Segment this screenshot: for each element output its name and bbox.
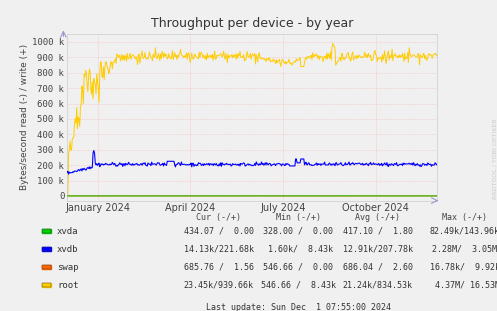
- Text: RRDTOOL / TOBI OETIKER: RRDTOOL / TOBI OETIKER: [492, 118, 497, 199]
- Text: Max (-/+): Max (-/+): [442, 213, 487, 222]
- Text: 685.76 /  1.56: 685.76 / 1.56: [184, 263, 253, 272]
- Y-axis label: Bytes/second read (-) / write (+): Bytes/second read (-) / write (+): [20, 44, 29, 190]
- Text: swap: swap: [57, 263, 79, 272]
- Text: 4.37M/ 16.53M: 4.37M/ 16.53M: [430, 281, 497, 290]
- Text: 82.49k/143.96k: 82.49k/143.96k: [430, 227, 497, 235]
- Text: 14.13k/221.68k: 14.13k/221.68k: [184, 245, 253, 253]
- Text: 546.66 /  8.43k: 546.66 / 8.43k: [261, 281, 335, 290]
- Text: Last update: Sun Dec  1 07:55:00 2024: Last update: Sun Dec 1 07:55:00 2024: [206, 303, 391, 311]
- Text: xvda: xvda: [57, 227, 79, 235]
- Text: 1.60k/  8.43k: 1.60k/ 8.43k: [263, 245, 333, 253]
- Text: 686.04 /  2.60: 686.04 / 2.60: [343, 263, 413, 272]
- Text: 21.24k/834.53k: 21.24k/834.53k: [343, 281, 413, 290]
- Text: 16.78k/  9.92k: 16.78k/ 9.92k: [430, 263, 497, 272]
- Text: 434.07 /  0.00: 434.07 / 0.00: [184, 227, 253, 235]
- Text: 328.00 /  0.00: 328.00 / 0.00: [263, 227, 333, 235]
- Title: Throughput per device - by year: Throughput per device - by year: [151, 17, 353, 30]
- Text: 417.10 /  1.80: 417.10 / 1.80: [343, 227, 413, 235]
- Text: 23.45k/939.66k: 23.45k/939.66k: [184, 281, 253, 290]
- Text: xvdb: xvdb: [57, 245, 79, 253]
- Text: Avg (-/+): Avg (-/+): [355, 213, 400, 222]
- Text: root: root: [57, 281, 79, 290]
- Text: Min (-/+): Min (-/+): [276, 213, 321, 222]
- Text: 12.91k/207.78k: 12.91k/207.78k: [343, 245, 413, 253]
- Text: Cur (-/+): Cur (-/+): [196, 213, 241, 222]
- Text: 2.28M/  3.05M: 2.28M/ 3.05M: [432, 245, 497, 253]
- Text: 546.66 /  0.00: 546.66 / 0.00: [263, 263, 333, 272]
